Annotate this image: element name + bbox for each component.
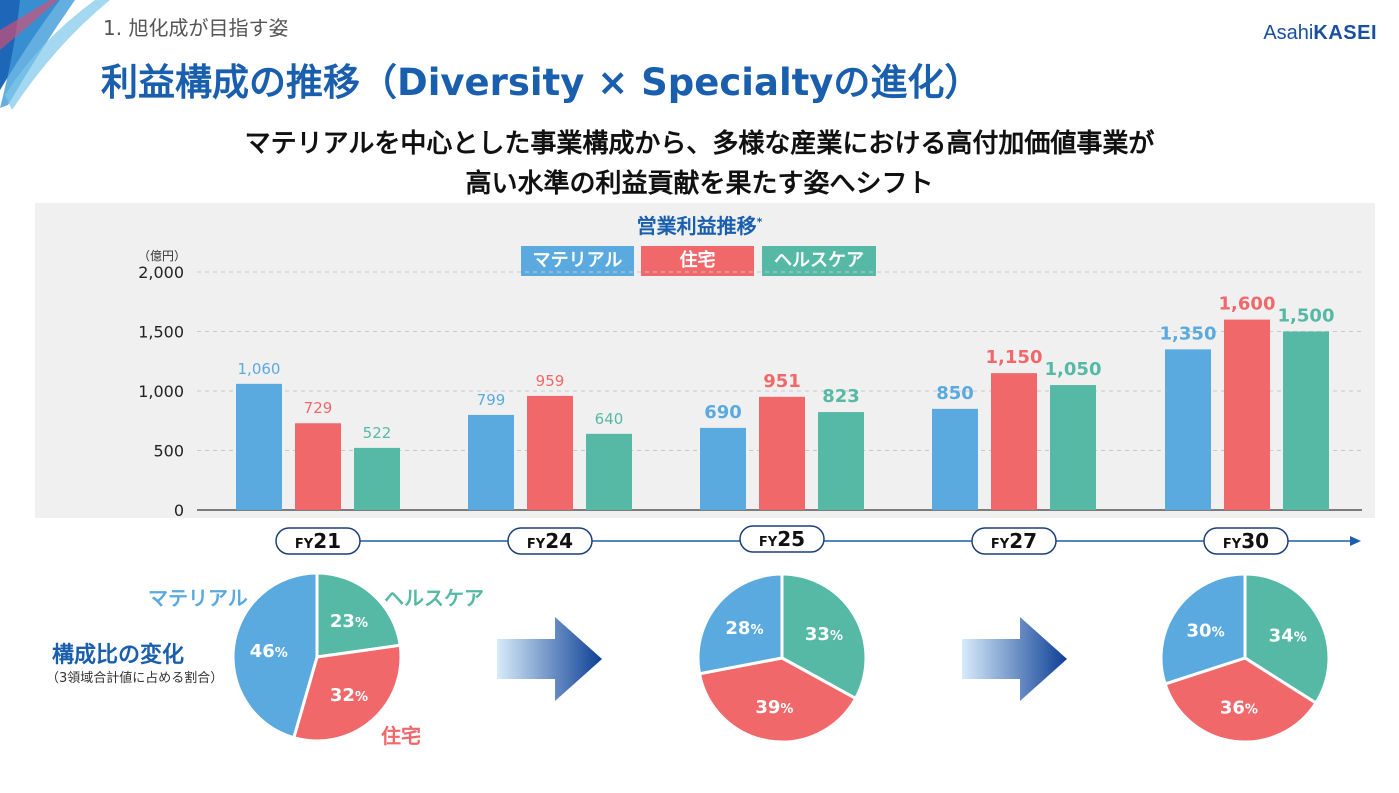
timeline-arrowhead bbox=[1350, 536, 1361, 546]
pie-slice-housing bbox=[697, 656, 858, 744]
corner-brush-art bbox=[0, 0, 110, 110]
pie-percent-label: 34% bbox=[1269, 626, 1307, 647]
bar-value-label: 799 bbox=[477, 391, 506, 409]
pie-percent-label: 36% bbox=[1220, 697, 1258, 718]
bar-value-label: 959 bbox=[536, 372, 565, 390]
bar-value-label: 1,600 bbox=[1219, 294, 1276, 315]
pie-slice-housing bbox=[291, 643, 403, 743]
subtitle-line-2: 高い水準の利益貢献を果たす姿へシフト bbox=[465, 169, 934, 199]
bar-fy24-2 bbox=[586, 433, 632, 510]
bar-fy25-0 bbox=[700, 427, 746, 510]
company-logo: AsahiKASEI bbox=[1263, 22, 1377, 44]
bar-value-label: 951 bbox=[763, 371, 801, 392]
timeline-label: FY27 bbox=[991, 529, 1037, 553]
bar-fy30-1 bbox=[1224, 319, 1270, 510]
timeline-period-fy25 bbox=[739, 525, 825, 553]
y-tick-label: 500 bbox=[153, 442, 184, 461]
bar-fy25-2 bbox=[818, 412, 864, 510]
bar-value-label: 1,500 bbox=[1278, 306, 1335, 327]
y-tick-label: 2,000 bbox=[138, 263, 184, 282]
composition-note: （3領域合計値に占める割合） bbox=[46, 671, 224, 686]
subtitle-line-1: マテリアルを中心とした事業構成から、多様な産業における高付加価値事業が bbox=[244, 129, 1155, 159]
pie-label-housing: 住宅 bbox=[381, 724, 421, 748]
bar-value-label: 640 bbox=[595, 410, 624, 428]
legend-health: ヘルスケア bbox=[762, 246, 876, 276]
bar-value-label: 522 bbox=[363, 424, 392, 442]
bar-value-label: 1,060 bbox=[238, 360, 281, 378]
bar-value-label: 729 bbox=[304, 399, 333, 417]
pie-label-material: マテリアル bbox=[148, 586, 248, 610]
section-label: 1. 旭化成が目指す姿 bbox=[103, 16, 289, 40]
timeline-label: FY21 bbox=[295, 529, 341, 553]
bar-fy27-2 bbox=[1050, 385, 1096, 510]
legend-material: マテリアル bbox=[521, 246, 634, 276]
bar-value-label: 850 bbox=[936, 383, 974, 404]
bar-fy27-0 bbox=[932, 408, 978, 510]
pie-percent-label: 23% bbox=[330, 611, 368, 632]
y-tick-label: 0 bbox=[174, 501, 184, 520]
y-tick-label: 1,500 bbox=[138, 323, 184, 342]
y-axis-unit: （億円） bbox=[138, 249, 187, 263]
bar-fy24-1 bbox=[527, 395, 573, 510]
pie-slice-health bbox=[780, 572, 868, 701]
timeline-period-fy21 bbox=[275, 527, 361, 555]
bar-fy27-1 bbox=[991, 373, 1037, 510]
bar-fy30-2 bbox=[1283, 331, 1329, 510]
timeline-label: FY30 bbox=[1223, 529, 1269, 553]
bar-value-label: 823 bbox=[822, 386, 860, 407]
chart-title: 営業利益推移* bbox=[636, 214, 763, 238]
bar-value-label: 1,350 bbox=[1160, 323, 1217, 344]
bar-fy25-1 bbox=[759, 396, 805, 510]
legend-housing: 住宅 bbox=[641, 246, 754, 276]
bar-value-label: 690 bbox=[704, 402, 742, 423]
timeline-label: FY24 bbox=[527, 529, 573, 553]
timeline-period-fy24 bbox=[507, 527, 593, 555]
pie-slice-material bbox=[696, 572, 784, 676]
pie-percent-label: 46% bbox=[250, 641, 288, 662]
timeline-period-fy27 bbox=[971, 527, 1057, 555]
pie-percent-label: 32% bbox=[330, 685, 368, 706]
pie-slice-material bbox=[1159, 572, 1247, 686]
bar-fy21-0 bbox=[236, 383, 282, 510]
transition-arrow-icon bbox=[962, 617, 1067, 701]
timeline-label: FY25 bbox=[759, 527, 805, 551]
pie-slice-health bbox=[315, 571, 402, 659]
bar-value-label: 1,050 bbox=[1045, 359, 1102, 380]
bar-fy21-2 bbox=[354, 447, 400, 510]
timeline-period-fy30 bbox=[1203, 527, 1289, 555]
pie-slice-housing bbox=[1163, 656, 1318, 744]
pie-percent-label: 28% bbox=[725, 618, 763, 639]
bar-value-label: 1,150 bbox=[986, 347, 1043, 368]
pie-percent-label: 30% bbox=[1187, 620, 1225, 641]
y-tick-label: 1,000 bbox=[138, 382, 184, 401]
bar-fy30-0 bbox=[1165, 349, 1211, 510]
bar-fy24-0 bbox=[468, 414, 514, 510]
pie-percent-label: 39% bbox=[755, 697, 793, 718]
pie-percent-label: 33% bbox=[805, 624, 843, 645]
pie-label-health: ヘルスケア bbox=[384, 586, 484, 610]
page-title: 利益構成の推移（Diversity × Specialtyの進化） bbox=[101, 61, 982, 104]
bar-fy21-1 bbox=[295, 423, 341, 510]
composition-title: 構成比の変化 bbox=[52, 643, 185, 668]
transition-arrow-icon bbox=[497, 617, 602, 701]
pie-slice-material bbox=[231, 571, 319, 740]
